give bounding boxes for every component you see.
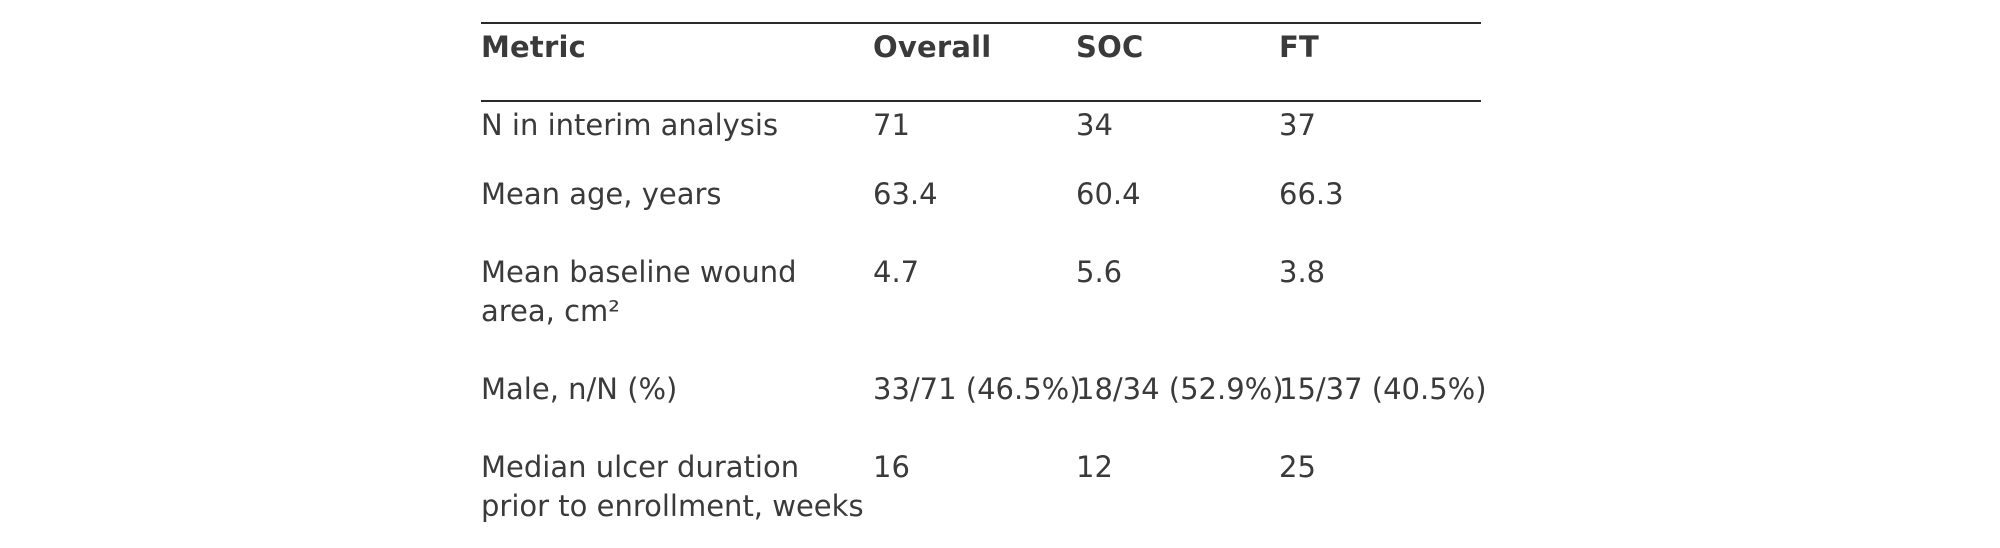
overall-cell: 4.7 xyxy=(873,255,920,289)
metric-label: N in interim analysis xyxy=(481,108,779,142)
soc-cell: 12 xyxy=(1076,450,1113,484)
soc-cell: 60.4 xyxy=(1076,177,1141,211)
metric-cell: N in interim analysis xyxy=(481,101,873,175)
header-row: Metric Overall SOC FT xyxy=(481,23,1481,101)
ft-cell: 37 xyxy=(1279,108,1316,142)
column-header-metric: Metric xyxy=(481,30,587,64)
data-table-container: Metric Overall SOC FT N in interim analy… xyxy=(481,22,1487,526)
ft-cell: 15/37 (40.5%) xyxy=(1279,372,1487,406)
metric-cell: Mean age, years xyxy=(481,175,873,253)
column-header-soc: SOC xyxy=(1076,30,1144,64)
ft-cell: 3.8 xyxy=(1279,255,1326,289)
metric-label-line: area, cm² xyxy=(481,294,620,328)
soc-cell: 18/34 (52.9%) xyxy=(1076,372,1284,406)
metric-cell: Male, n/N (%) xyxy=(481,370,873,448)
table-header: Metric Overall SOC FT xyxy=(481,23,1481,101)
metric-label-line: prior to enrollment, weeks xyxy=(481,489,864,523)
metric-label: Mean age, years xyxy=(481,177,722,211)
ft-cell: 25 xyxy=(1279,450,1316,484)
table-row: Male, n/N (%) 33/71 (46.5%) 18/34 (52.9%… xyxy=(481,370,1487,448)
overall-cell: 71 xyxy=(873,108,910,142)
metric-label-line: Median ulcer duration xyxy=(481,450,800,484)
data-table: Metric Overall SOC FT N in interim analy… xyxy=(481,22,1487,526)
metric-cell: Median ulcer duration prior to enrollmen… xyxy=(481,448,873,526)
soc-cell: 34 xyxy=(1076,108,1113,142)
overall-cell: 63.4 xyxy=(873,177,938,211)
overall-cell: 16 xyxy=(873,450,910,484)
metric-label-line: Mean baseline wound xyxy=(481,255,797,289)
table-row: N in interim analysis 71 34 37 xyxy=(481,101,1481,175)
metric-cell: Mean baseline wound area, cm² xyxy=(481,253,873,370)
soc-cell: 5.6 xyxy=(1076,255,1123,289)
table-row: Median ulcer duration prior to enrollmen… xyxy=(481,448,1481,526)
column-header-ft: FT xyxy=(1279,30,1319,64)
column-header-overall: Overall xyxy=(873,30,992,64)
metric-label: Male, n/N (%) xyxy=(481,372,678,406)
overall-cell: 33/71 (46.5%) xyxy=(873,372,1081,406)
table-row: Mean age, years 63.4 60.4 66.3 xyxy=(481,175,1481,253)
table-body: N in interim analysis 71 34 37 Mean age,… xyxy=(481,101,1487,526)
ft-cell: 66.3 xyxy=(1279,177,1344,211)
table-row: Mean baseline wound area, cm² 4.7 5.6 3.… xyxy=(481,253,1481,370)
